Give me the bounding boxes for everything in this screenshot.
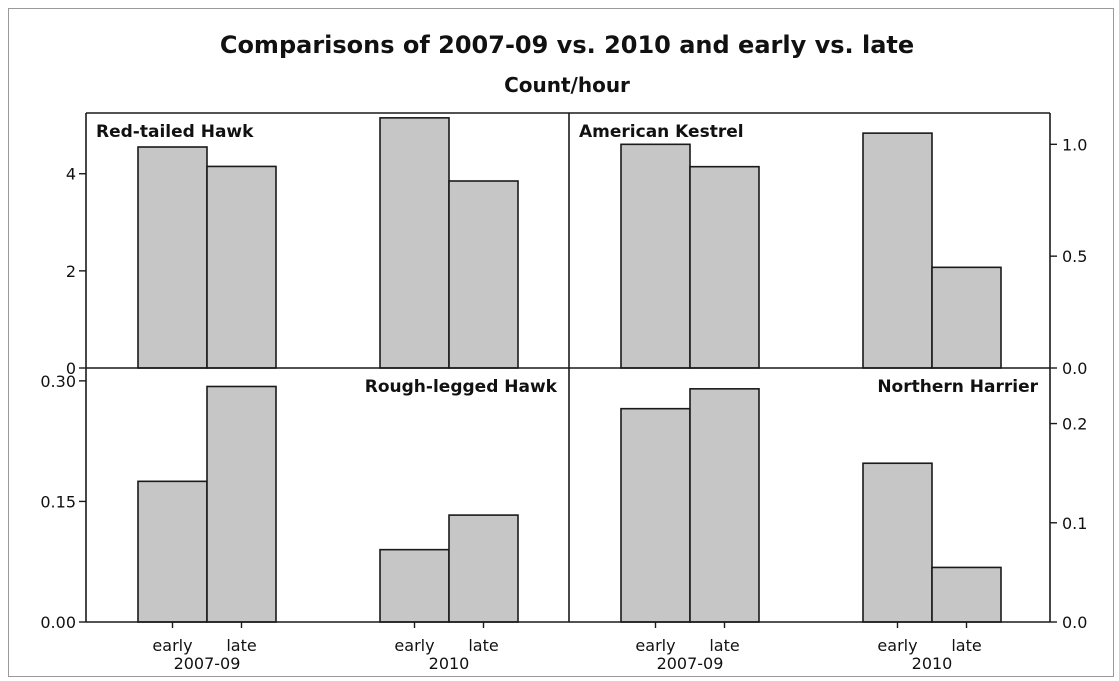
panel-label: Red-tailed Hawk (96, 122, 254, 142)
y-tick-label: 2 (66, 262, 76, 281)
bar-red-tailed-hawk-2007-09-late (206, 165, 277, 369)
panel-label: Rough-legged Hawk (365, 377, 558, 397)
y-tick-label: 0.0 (1062, 613, 1087, 632)
bar-american-kestrel-2010-early (862, 132, 933, 369)
y-tick-label: 4 (66, 165, 76, 184)
bar-rough-legged-hawk-2007-09-early (137, 480, 208, 623)
y-tick-label: 0 (66, 359, 76, 378)
y-tick-label: 0.15 (40, 492, 76, 511)
bar-american-kestrel-2007-09-early (620, 143, 691, 369)
x-group-label: 2007-09 (174, 654, 241, 673)
bar-american-kestrel-2007-09-late (689, 165, 760, 369)
y-tick-label: 0.5 (1062, 247, 1087, 266)
chart-title: Comparisons of 2007-09 vs. 2010 and earl… (220, 31, 914, 59)
bar-northern-harrier-2007-09-late (689, 388, 760, 623)
x-group-label: 2010 (912, 654, 953, 673)
bar-red-tailed-hawk-2007-09-early (137, 146, 208, 369)
x-tick-label: late (951, 636, 981, 655)
chart-subtitle: Count/hour (504, 73, 630, 97)
x-tick-label: early (152, 636, 192, 655)
bar-rough-legged-hawk-2010-early (379, 548, 450, 623)
panel-label: American Kestrel (579, 122, 744, 142)
x-tick-label: late (226, 636, 256, 655)
bar-american-kestrel-2010-late (931, 266, 1002, 369)
x-group-label: 2010 (429, 654, 470, 673)
bar-red-tailed-hawk-2010-late (448, 180, 519, 369)
x-tick-label: early (394, 636, 434, 655)
x-tick-label: early (635, 636, 675, 655)
plot-area: Red-tailed Hawk 0 2 4 American Kestrel 0.0 0.5… (40, 112, 1087, 673)
y-tick-label: 1.0 (1062, 135, 1087, 154)
x-tick-label: late (709, 636, 739, 655)
bar-rough-legged-hawk-2007-09-late (206, 385, 277, 623)
x-tick-label: late (468, 636, 498, 655)
x-group-label: 2007-09 (657, 654, 724, 673)
panel-label: Northern Harrier (877, 377, 1038, 397)
y-tick-label: 0.2 (1062, 415, 1087, 434)
bar-northern-harrier-2010-late (931, 566, 1002, 623)
x-tick-label: early (877, 636, 917, 655)
y-tick-label: 0.30 (40, 372, 76, 391)
y-tick-label: 0.0 (1062, 359, 1087, 378)
y-tick-label: 0.00 (40, 613, 76, 632)
bar-northern-harrier-2007-09-early (620, 407, 691, 623)
bar-northern-harrier-2010-early (862, 462, 933, 623)
bar-rough-legged-hawk-2010-late (448, 514, 519, 623)
bar-red-tailed-hawk-2010-early (379, 117, 450, 369)
y-tick-label: 0.1 (1062, 514, 1087, 533)
